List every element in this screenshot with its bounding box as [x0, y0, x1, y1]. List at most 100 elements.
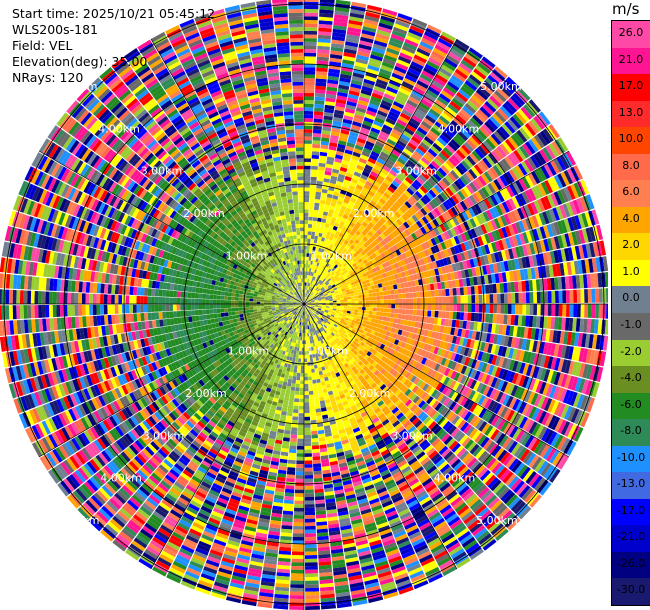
- range-gate-cell: [304, 456, 313, 461]
- range-gate-cell: [415, 315, 420, 322]
- range-gate-cell: [360, 89, 372, 96]
- range-gate-cell: [338, 80, 351, 87]
- range-gate-cell: [304, 285, 306, 290]
- range-gate-cell: [309, 202, 315, 207]
- range-gate-cell: [441, 311, 446, 319]
- range-gate-cell: [321, 233, 327, 239]
- range-gate-cell: [307, 365, 311, 370]
- range-gate-cell: [317, 270, 321, 275]
- range-gate-cell: [320, 222, 326, 227]
- range-gate-cell: [475, 304, 479, 313]
- range-gate-cell: [328, 236, 334, 241]
- range-gate-cell: [336, 95, 348, 101]
- range-gate-cell: [312, 445, 320, 450]
- range-gate-cell: [341, 122, 352, 128]
- range-gate-cell: [380, 15, 396, 23]
- range-gate-cell: [353, 68, 366, 75]
- range-gate-cell: [344, 210, 350, 217]
- range-gate-cell: [304, 438, 312, 443]
- range-gate-cell: [374, 82, 387, 90]
- range-gate-cell: [316, 177, 324, 182]
- range-gate-cell: [403, 42, 418, 51]
- range-gate-cell: [360, 174, 368, 181]
- range-gate-cell: [310, 173, 318, 178]
- range-gate-cell: [323, 115, 333, 121]
- range-gate-cell: [304, 132, 313, 137]
- range-gate-cell: [312, 452, 320, 457]
- range-gate-cell: [308, 290, 311, 295]
- range-gate-cell: [573, 304, 578, 318]
- range-gate-cell: [353, 292, 358, 296]
- range-gate-cell: [427, 310, 432, 317]
- range-gate-cell: [477, 285, 483, 295]
- range-gate-cell: [318, 232, 323, 238]
- range-gate-cell: [304, 293, 306, 297]
- range-gate-cell: [322, 181, 330, 187]
- range-gate-cell: [304, 205, 309, 210]
- range-gate-cell: [308, 390, 314, 395]
- range-gate-cell: [376, 307, 381, 312]
- range-gate-cell: [474, 285, 479, 295]
- range-gate-cell: [364, 75, 377, 82]
- range-gate-cell: [350, 5, 366, 12]
- range-gate-cell: [388, 79, 401, 88]
- range-gate-cell: [334, 14, 349, 20]
- range-gate-cell: [316, 71, 328, 76]
- range-gate-cell: [315, 408, 322, 413]
- range-gate-cell: [377, 26, 392, 34]
- range-gate-cell: [380, 64, 394, 73]
- range-gate-cell: [340, 305, 344, 308]
- range-gate-cell: [347, 204, 354, 210]
- range-gate-cell: [409, 309, 414, 315]
- range-gate-cell: [324, 101, 336, 106]
- range-gate-cell: [410, 61, 424, 70]
- range-gate-cell: [305, 267, 308, 272]
- range-gate-cell: [301, 354, 304, 359]
- range-gate-cell: [305, 271, 308, 275]
- range-gate-cell: [478, 313, 483, 322]
- range-gate-cell: [336, 215, 343, 221]
- range-gate-cell: [368, 289, 373, 294]
- range-gate-cell: [304, 49, 317, 53]
- range-gate-cell: [304, 518, 316, 523]
- range-gate-cell: [334, 109, 345, 115]
- range-gate-cell: [319, 203, 325, 208]
- range-gate-cell: [308, 260, 311, 265]
- range-gate-cell: [313, 394, 319, 399]
- range-gate-cell: [336, 300, 341, 303]
- range-gate-cell: [361, 29, 376, 37]
- range-gate-cell: [304, 260, 307, 264]
- range-gate-cell: [330, 232, 335, 238]
- range-gate-cell: [397, 13, 413, 22]
- range-gate-cell: [311, 165, 318, 170]
- range-gate-cell: [310, 409, 316, 414]
- range-gate-cell: [314, 198, 321, 204]
- range-gate-cell: [341, 62, 354, 69]
- range-gate-cell: [405, 309, 410, 315]
- range-gate-cell: [313, 209, 319, 214]
- range-gate-cell: [309, 287, 313, 291]
- range-gate-cell: [449, 304, 454, 312]
- range-gate-cell: [387, 114, 398, 122]
- range-gate-cell: [333, 234, 339, 239]
- range-gate-cell: [321, 237, 326, 242]
- range-gate-cell: [536, 304, 541, 316]
- range-gate-cell: [356, 103, 368, 110]
- range-gate-cell: [379, 312, 384, 317]
- range-gate-cell: [321, 137, 330, 142]
- range-gate-cell: [350, 311, 355, 315]
- range-gate-cell: [357, 161, 366, 168]
- range-gate-cell: [391, 104, 403, 113]
- range-gate-cell: [360, 36, 374, 44]
- range-gate-cell: [427, 304, 432, 311]
- range-gate-cell: [387, 304, 392, 309]
- range-gate-cell: [350, 296, 355, 299]
- range-gate-cell: [522, 292, 527, 304]
- range-gate-cell: [326, 197, 332, 202]
- range-gate-cell: [304, 172, 311, 177]
- range-gate-cell: [304, 296, 306, 301]
- range-gate-cell: [355, 184, 364, 191]
- range-gate-cell: [325, 200, 331, 206]
- range-gate-cell: [312, 220, 317, 225]
- range-gate-cell: [319, 229, 324, 234]
